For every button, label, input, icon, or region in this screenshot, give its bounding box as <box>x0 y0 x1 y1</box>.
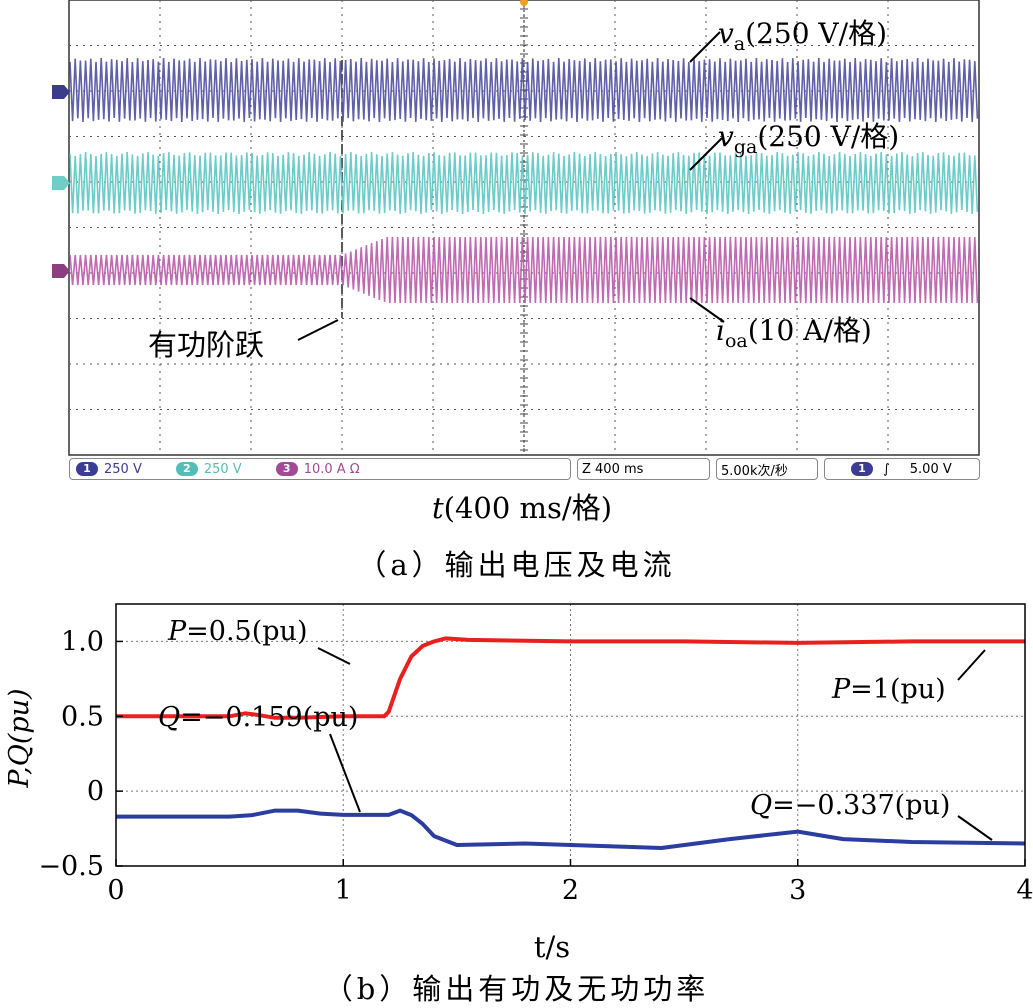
ioa-leader <box>689 297 725 323</box>
trigger-level: 5.00 V <box>909 461 952 477</box>
power-chart: 0 1 2 3 4−0.500.51.0 t/s P,Q(pu) P=0.5(pu) Q… <box>4 603 1033 964</box>
leader-p-final <box>957 649 986 681</box>
annotation-p-initial: P=0.5(pu) <box>167 616 307 647</box>
chart-series <box>116 636 1026 850</box>
panel-a-caption: （a）输出电压及电流 <box>357 548 676 582</box>
channel-2-marker <box>52 176 70 190</box>
channel-1-scale: 250 V <box>104 461 142 477</box>
trace-label-va: va(250 V/格) <box>718 17 887 55</box>
x-tick-label-1: 1 <box>335 875 352 906</box>
trace-label-ioa: ioa(10 A/格) <box>716 314 872 352</box>
timebase-value: Z 400 ms <box>582 461 644 477</box>
annotation-q-final: Q=−0.337(pu) <box>750 790 950 821</box>
va-leader <box>689 31 721 63</box>
y-tick-label-1: 0 <box>87 776 104 807</box>
trigger-box: 1 ∫ 5.00 V <box>824 458 980 480</box>
leader-p-initial <box>317 647 351 665</box>
y-tick-label-3: 1.0 <box>61 626 104 657</box>
chart-ticks: 0 1 2 3 4−0.500.51.0 <box>38 626 1033 906</box>
y-tick-label-2: 0.5 <box>61 701 104 732</box>
channel-3-marker <box>52 264 70 278</box>
oscilloscope-labels: va(250 V/格) vga(250 V/格) ioa(10 A/格) 有功阶… <box>148 17 899 525</box>
trace-ioa-waveform <box>69 236 979 304</box>
trace-label-vga: vga(250 V/格) <box>718 120 899 158</box>
trace-va-waveform <box>69 57 979 123</box>
step-annotation: 有功阶跃 <box>148 328 264 362</box>
trigger-channel-badge: 1 <box>851 462 873 476</box>
sample-rate-value: 5.00k次/秒 <box>721 463 788 479</box>
channel-3-scale: 10.0 A Ω <box>303 461 360 477</box>
x-tick-label-2: 2 <box>562 875 579 906</box>
leader-q-initial <box>329 733 361 813</box>
annotation-p-final: P=1(pu) <box>831 674 946 705</box>
x-tick-label-4: 4 <box>1016 875 1033 906</box>
panel-b-caption: （b）输出有功及无功功率 <box>323 972 710 1006</box>
trigger-slope-icon: ∫ <box>883 461 890 477</box>
channel-2-scale: 250 V <box>203 461 242 477</box>
panel-a-xlabel: t(400 ms/格) <box>432 491 612 525</box>
step-leader <box>297 319 339 341</box>
annotation-q-initial: Q=−0.159(pu) <box>158 702 358 733</box>
trigger-position-marker <box>520 0 528 6</box>
oscilloscope-traces <box>69 57 979 304</box>
x-tick-label-3: 3 <box>789 875 806 906</box>
leader-q-final <box>957 815 993 841</box>
timebase-box: Z 400 ms <box>577 458 710 480</box>
channel-2-badge: 2 <box>175 462 198 476</box>
channel-scale-bar: 1 250 V 2 250 V 3 10.0 A Ω <box>69 458 571 480</box>
channel-3-badge: 3 <box>275 462 298 476</box>
sample-rate-box: 5.00k次/秒 <box>716 458 818 480</box>
series-line-Q <box>116 808 1026 850</box>
trace-vga-waveform <box>69 151 979 215</box>
channel-1-marker <box>52 85 70 99</box>
series-line-P <box>116 636 1025 720</box>
y-axis-label: P,Q(pu) <box>4 688 35 788</box>
y-tick-label-0: −0.5 <box>38 851 104 882</box>
vga-leader <box>689 137 723 171</box>
x-axis-label: t/s <box>534 930 570 964</box>
x-tick-label-0: 0 <box>107 875 124 906</box>
channel-1-badge: 1 <box>76 462 98 476</box>
